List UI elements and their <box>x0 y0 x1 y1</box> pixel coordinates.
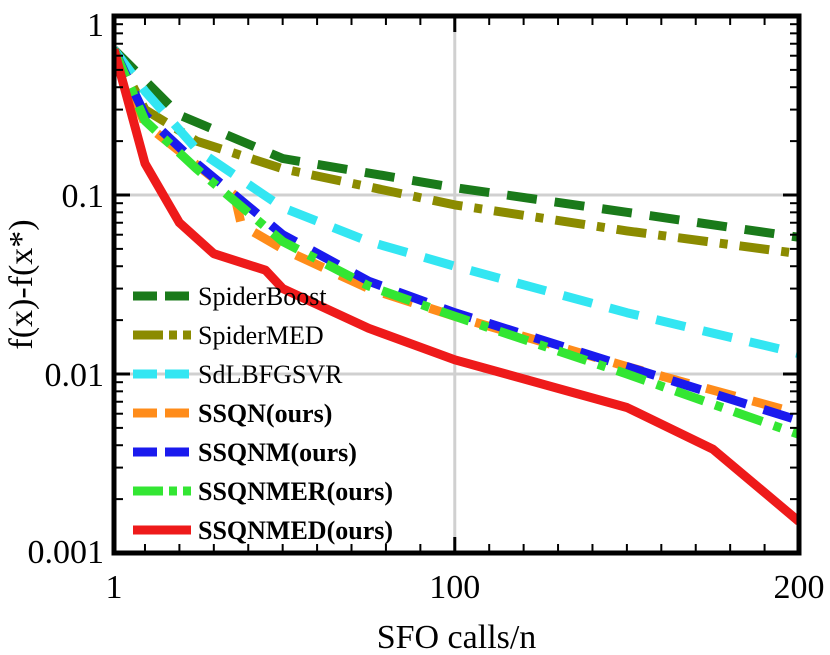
series-line-spidermed <box>114 47 799 259</box>
series-line-sdlbfgsvr <box>114 46 799 358</box>
series-layer <box>114 46 799 525</box>
legend-label-ssqn-ours: SSQN(ours) <box>198 399 332 428</box>
series-line-spiderboost <box>114 46 799 242</box>
legend-label-sdlbfgsvr: SdLBFGSVR <box>198 360 343 389</box>
y-tick-label-1: 1 <box>87 7 104 44</box>
y-tick-label-0.01: 0.01 <box>45 357 105 394</box>
legend-label-spidermed: SpiderMED <box>198 321 324 350</box>
y-axis-title: f(x)-f(x*) <box>3 219 40 349</box>
plot-frame <box>111 13 802 556</box>
legend-label-spiderboost: SpiderBoost <box>198 282 327 311</box>
legend-label-ssqnm-ours: SSQNM(ours) <box>198 438 357 467</box>
x-tick-label-200: 200 <box>774 569 825 606</box>
legend-label-ssqnmer-ours: SSQNMER(ours) <box>198 477 393 506</box>
series-line-ssqnm-ours <box>114 47 799 425</box>
series-line-ssqnmer-ours <box>114 47 799 439</box>
y-tick-label-0.1: 0.1 <box>62 178 105 215</box>
x-tick-label-1: 1 <box>106 569 123 606</box>
tick-labels: 1 100 200 1 0.1 0.01 0.001 <box>28 7 825 606</box>
legend-label-ssqnmed-ours: SSQNMED(ours) <box>198 516 393 545</box>
x-axis-title: SFO calls/n <box>377 619 537 655</box>
series-line-ssqnmed-ours <box>114 48 799 525</box>
legend: SpiderBoost SpiderMED SdLBFGSVR SSQN(ours) S… <box>133 282 393 545</box>
x-tick-label-100: 100 <box>429 569 480 606</box>
y-tick-label-0.001: 0.001 <box>28 534 105 571</box>
ticks <box>114 14 799 555</box>
